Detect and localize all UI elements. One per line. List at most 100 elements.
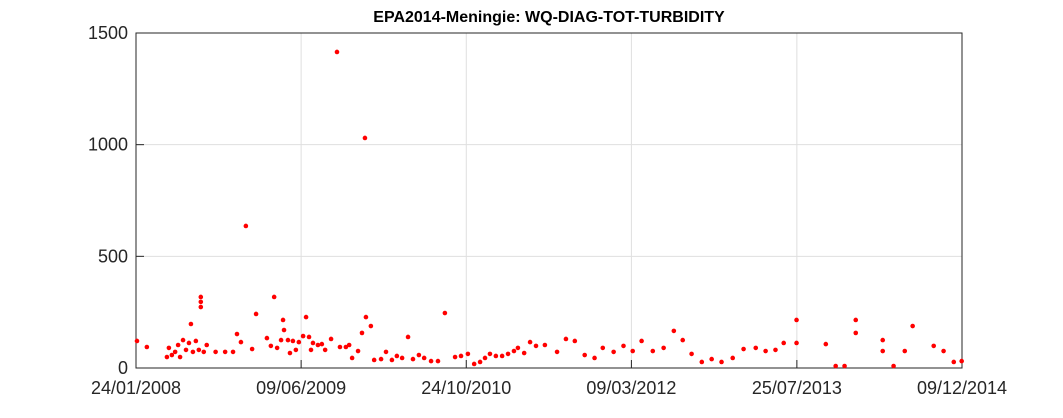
point <box>180 337 186 343</box>
point <box>880 337 886 343</box>
point <box>600 345 606 351</box>
point <box>763 348 768 354</box>
point <box>428 358 434 364</box>
point <box>144 344 150 350</box>
y-tick-label: 500 <box>98 246 128 266</box>
point <box>193 338 199 344</box>
point <box>399 355 405 361</box>
point <box>186 340 192 346</box>
plot-area <box>136 33 962 368</box>
point <box>306 334 312 340</box>
point <box>563 336 569 342</box>
point <box>533 343 539 349</box>
point <box>931 343 937 349</box>
point <box>268 343 274 349</box>
point <box>487 351 493 357</box>
point <box>355 348 361 354</box>
point <box>471 361 477 367</box>
point <box>343 344 349 350</box>
point <box>542 342 548 348</box>
x-tick-label: 24/01/2008 <box>91 378 181 398</box>
x-tick-label: 09/03/2012 <box>586 378 676 398</box>
point <box>362 135 368 141</box>
point <box>515 345 521 351</box>
point <box>699 359 705 365</box>
point <box>293 347 299 353</box>
point <box>166 345 172 351</box>
point <box>308 347 314 353</box>
point <box>959 358 964 364</box>
x-tick-label: 25/07/2013 <box>752 378 842 398</box>
point <box>198 304 204 310</box>
point <box>198 294 204 300</box>
point <box>234 331 240 337</box>
point <box>842 363 847 369</box>
point <box>243 223 249 229</box>
point <box>188 321 194 327</box>
point <box>650 348 656 354</box>
point <box>177 354 183 360</box>
point <box>482 355 488 361</box>
point <box>271 294 277 300</box>
point <box>322 347 328 353</box>
point <box>204 342 210 348</box>
point <box>554 349 560 355</box>
point <box>378 356 384 362</box>
point <box>521 350 527 356</box>
point <box>389 357 395 363</box>
point <box>337 344 343 350</box>
point <box>238 339 244 345</box>
point <box>371 357 377 363</box>
point <box>823 341 829 347</box>
point <box>410 356 416 362</box>
point <box>781 340 787 346</box>
point <box>253 311 259 317</box>
x-tick-label: 24/10/2010 <box>421 378 511 398</box>
point <box>230 349 236 355</box>
point <box>300 333 306 339</box>
point <box>290 338 296 344</box>
point <box>505 351 511 357</box>
point <box>296 339 302 345</box>
point <box>196 347 202 353</box>
point <box>287 350 293 356</box>
point <box>363 314 369 320</box>
point <box>201 349 207 355</box>
point <box>328 336 334 342</box>
point <box>941 348 946 354</box>
point <box>833 363 838 369</box>
point <box>421 355 427 361</box>
point <box>310 340 316 346</box>
y-tick-label: 1000 <box>88 135 128 155</box>
point <box>175 342 181 348</box>
y-tick-label: 1500 <box>88 23 128 43</box>
point <box>951 359 957 365</box>
point <box>134 338 140 344</box>
point <box>910 323 915 329</box>
point <box>222 349 228 355</box>
point <box>458 353 464 359</box>
point <box>315 342 321 348</box>
point <box>902 348 908 354</box>
point <box>190 349 196 355</box>
point <box>527 339 533 345</box>
point <box>334 49 340 55</box>
point <box>499 353 505 359</box>
point <box>280 317 286 323</box>
point <box>719 359 724 365</box>
point <box>853 317 859 323</box>
point <box>405 334 411 340</box>
point <box>274 345 280 351</box>
y-tick-label: 0 <box>118 358 128 378</box>
point <box>730 355 736 361</box>
point <box>359 330 365 336</box>
point <box>198 299 204 305</box>
point <box>511 348 517 354</box>
point <box>661 345 666 351</box>
point <box>249 346 255 352</box>
point <box>213 349 218 355</box>
chart-title: EPA2014-Meningie: WQ-DIAG-TOT-TURBIDITY <box>373 9 725 26</box>
point <box>346 342 352 348</box>
point <box>630 348 636 354</box>
